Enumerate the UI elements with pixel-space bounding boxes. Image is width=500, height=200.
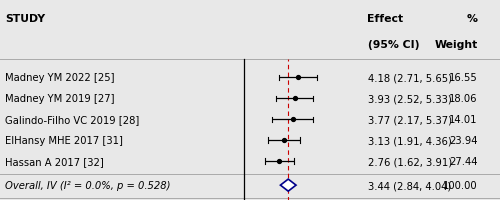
Text: ElHansy MHE 2017 [31]: ElHansy MHE 2017 [31] [5, 135, 123, 145]
Text: Madney YM 2019 [27]: Madney YM 2019 [27] [5, 94, 114, 104]
Text: 4.18 (2.71, 5.65): 4.18 (2.71, 5.65) [368, 73, 452, 83]
Text: 14.01: 14.01 [449, 115, 478, 125]
Text: Hassan A 2017 [32]: Hassan A 2017 [32] [5, 156, 104, 166]
Text: 3.93 (2.52, 5.33): 3.93 (2.52, 5.33) [368, 94, 451, 104]
Text: (95% CI): (95% CI) [368, 40, 419, 50]
Text: 27.44: 27.44 [449, 156, 478, 166]
Text: 2.76 (1.62, 3.91): 2.76 (1.62, 3.91) [368, 156, 452, 166]
Text: 100.00: 100.00 [443, 180, 478, 190]
Text: Weight: Weight [434, 40, 478, 50]
Text: Madney YM 2022 [25]: Madney YM 2022 [25] [5, 73, 114, 83]
Text: 3.13 (1.91, 4.36): 3.13 (1.91, 4.36) [368, 135, 451, 145]
Text: 3.77 (2.17, 5.37): 3.77 (2.17, 5.37) [368, 115, 452, 125]
Text: Effect: Effect [368, 14, 404, 24]
Text: %: % [466, 14, 477, 24]
Polygon shape [280, 179, 296, 191]
Text: STUDY: STUDY [5, 14, 45, 24]
Text: 23.94: 23.94 [449, 135, 478, 145]
Text: Galindo-Filho VC 2019 [28]: Galindo-Filho VC 2019 [28] [5, 115, 139, 125]
Text: 3.44 (2.84, 4.04): 3.44 (2.84, 4.04) [368, 180, 451, 190]
Text: 18.06: 18.06 [449, 94, 478, 104]
Text: Overall, IV (I² = 0.0%, p = 0.528): Overall, IV (I² = 0.0%, p = 0.528) [5, 180, 170, 190]
Text: 16.55: 16.55 [449, 73, 478, 83]
